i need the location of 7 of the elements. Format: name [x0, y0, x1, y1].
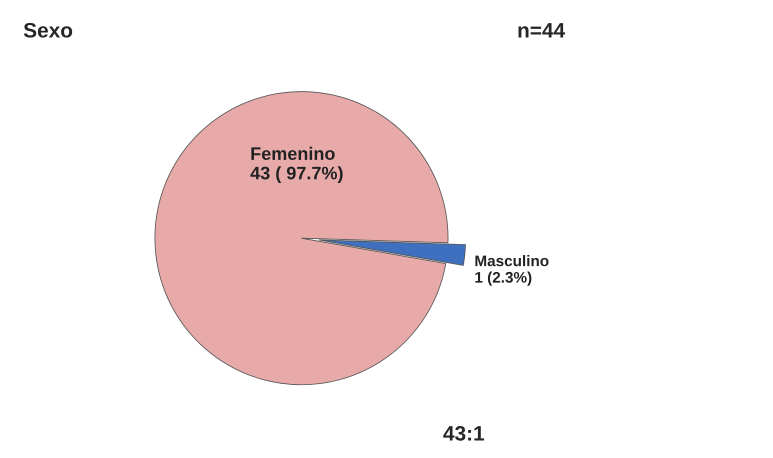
text: n=44: [518, 23, 566, 38]
slice-label: Masculino: [475, 255, 549, 266]
text: 43:1: [443, 426, 484, 441]
slice-label: Femenino: [251, 146, 335, 160]
chart-title: Sexo: [24, 22, 72, 38]
data-label: 43 ( 97.7%): [250, 166, 343, 184]
data-label: 1 (2.3%): [475, 272, 532, 286]
